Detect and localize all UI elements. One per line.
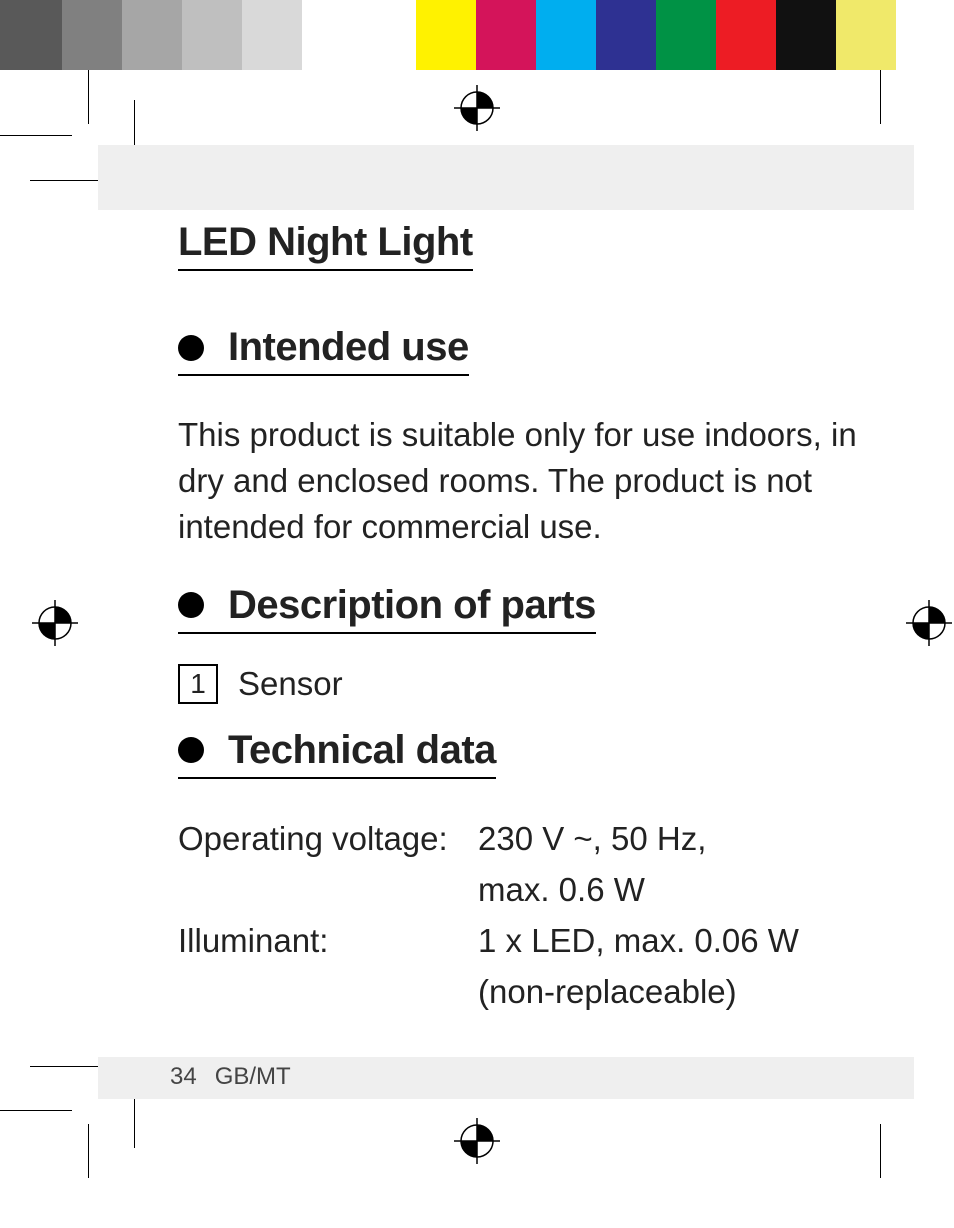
section-heading-text: Description of parts (228, 583, 596, 628)
registration-mark-icon (454, 1118, 500, 1164)
tech-row: Operating voltage: 230 V ~, 50 Hz, max. … (178, 813, 878, 915)
header-grey-band (98, 145, 914, 210)
registration-mark-icon (454, 85, 500, 131)
tech-value-line: (non-replaceable) (478, 966, 799, 1017)
tech-value: 230 V ~, 50 Hz, max. 0.6 W (478, 813, 706, 915)
tech-value-line: max. 0.6 W (478, 864, 706, 915)
crop-mark (30, 1066, 102, 1067)
color-swatch (242, 0, 302, 70)
section-heading-text: Technical data (228, 728, 496, 773)
page-language-code: GB/MT (215, 1063, 291, 1091)
page-footer: 34 GB/MT (170, 1063, 291, 1091)
crop-mark (134, 1094, 135, 1148)
section-heading-description-of-parts: Description of parts (178, 583, 596, 634)
color-swatch (62, 0, 122, 70)
printer-color-bar (0, 0, 954, 70)
color-swatch (776, 0, 836, 70)
crop-mark (880, 70, 881, 124)
color-swatch (302, 0, 416, 70)
color-swatch (122, 0, 182, 70)
crop-mark (88, 1124, 89, 1178)
tech-key: Operating voltage: (178, 813, 478, 915)
part-number-box: 1 (178, 664, 218, 704)
tech-value-line: 1 x LED, max. 0.06 W (478, 915, 799, 966)
bullet-icon (178, 335, 204, 361)
technical-data-block: Operating voltage: 230 V ~, 50 Hz, max. … (178, 813, 878, 1018)
color-swatch (596, 0, 656, 70)
intended-use-body: This product is suitable only for use in… (178, 412, 858, 551)
crop-mark (88, 70, 89, 124)
color-swatch (716, 0, 776, 70)
color-swatch (476, 0, 536, 70)
part-label: Sensor (238, 665, 343, 703)
tech-value-line: 230 V ~, 50 Hz, (478, 813, 706, 864)
color-swatch (416, 0, 476, 70)
crop-mark (880, 1124, 881, 1178)
bullet-icon (178, 737, 204, 763)
color-swatch (536, 0, 596, 70)
registration-mark-icon (32, 600, 78, 646)
crop-mark (0, 1110, 72, 1111)
color-swatch (836, 0, 896, 70)
bullet-icon (178, 592, 204, 618)
tech-row: Illuminant: 1 x LED, max. 0.06 W (non-re… (178, 915, 878, 1017)
parts-list-item: 1 Sensor (178, 664, 878, 704)
tech-key: Illuminant: (178, 915, 478, 1017)
page-number: 34 (170, 1063, 197, 1091)
color-swatch (656, 0, 716, 70)
crop-mark (30, 180, 102, 181)
registration-mark-icon (906, 600, 952, 646)
color-swatch (0, 0, 62, 70)
tech-value: 1 x LED, max. 0.06 W (non-replaceable) (478, 915, 799, 1017)
section-heading-intended-use: Intended use (178, 325, 469, 376)
document-content: LED Night Light Intended use This produc… (178, 220, 878, 1017)
color-swatch (182, 0, 242, 70)
section-heading-technical-data: Technical data (178, 728, 496, 779)
crop-mark (0, 135, 72, 136)
document-title: LED Night Light (178, 220, 473, 271)
section-heading-text: Intended use (228, 325, 469, 370)
